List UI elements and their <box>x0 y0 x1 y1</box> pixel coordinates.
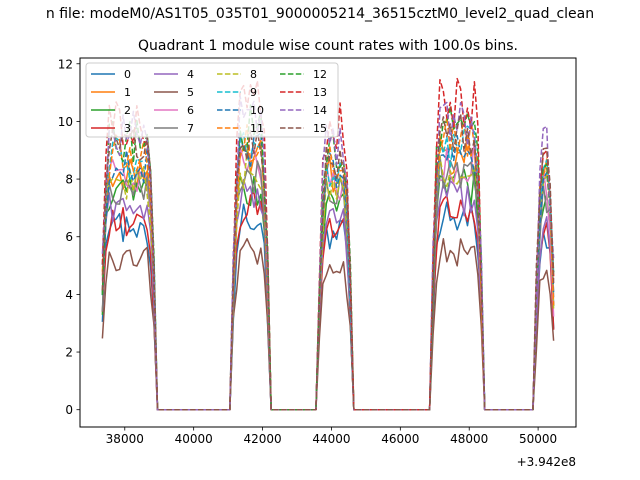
y-tick-label: 4 <box>65 288 73 302</box>
x-tick-label: 42000 <box>243 432 281 446</box>
y-tick-label: 2 <box>65 346 73 360</box>
y-tick-label: 10 <box>58 115 73 129</box>
legend-label-10: 10 <box>250 104 264 117</box>
legend-label-2: 2 <box>124 104 131 117</box>
y-tick-label: 6 <box>65 230 73 244</box>
legend-label-0: 0 <box>124 68 131 81</box>
y-tick-label: 8 <box>65 173 73 187</box>
x-tick-label: 40000 <box>175 432 213 446</box>
legend-label-13: 13 <box>313 86 327 99</box>
legend-label-14: 14 <box>313 104 327 117</box>
legend-label-6: 6 <box>187 104 194 117</box>
y-tick-label: 0 <box>65 403 73 417</box>
legend-label-5: 5 <box>187 86 194 99</box>
figure-suptitle: n file: modeM0/AS1T05_035T01_9000005214_… <box>46 6 594 22</box>
chart-title: Quadrant 1 module wise count rates with … <box>138 38 518 54</box>
x-tick-label: 44000 <box>312 432 350 446</box>
legend-label-15: 15 <box>313 122 327 135</box>
legend-label-4: 4 <box>187 68 194 81</box>
legend-frame <box>85 62 339 138</box>
y-ticks: 0 2 4 6 8 10 12 <box>58 57 80 417</box>
x-tick-label: 48000 <box>450 432 488 446</box>
series-line-15 <box>101 113 555 411</box>
plot-frame <box>79 57 577 428</box>
x-tick-label: 38000 <box>106 432 144 446</box>
legend-label-1: 1 <box>124 86 131 99</box>
legend-label-11: 11 <box>250 122 264 135</box>
series-layer <box>101 77 555 411</box>
legend-label-9: 9 <box>250 86 257 99</box>
x-tick-label: 50000 <box>519 432 557 446</box>
legend-label-12: 12 <box>313 68 327 81</box>
legend-label-7: 7 <box>187 122 194 135</box>
x-ticks: 38000 40000 42000 44000 46000 48000 50000 <box>106 427 557 446</box>
x-axis-offset-label: +3.942e8 <box>517 455 576 469</box>
x-tick-label: 46000 <box>381 432 419 446</box>
legend-label-8: 8 <box>250 68 257 81</box>
legend-label-3: 3 <box>124 122 131 135</box>
y-tick-label: 12 <box>58 57 73 71</box>
